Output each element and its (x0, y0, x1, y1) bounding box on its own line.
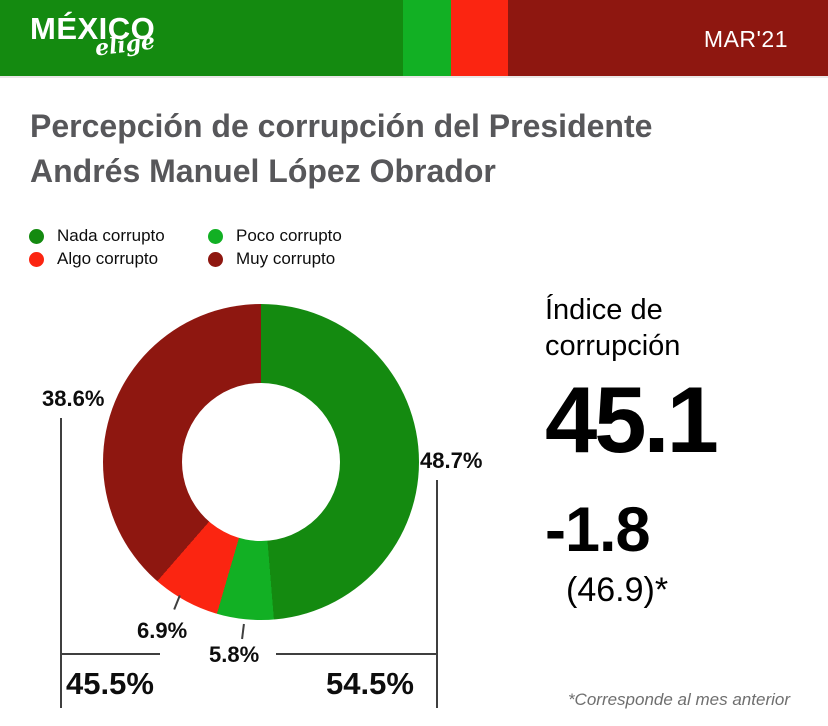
legend-label: Nada corrupto (57, 226, 165, 245)
header-bar-segment-nada-corrupto (0, 0, 404, 76)
legend-dot (29, 251, 44, 267)
page-title: Percepción de corrupción del Presidente … (30, 104, 652, 194)
slice-label-algo-corrupto: 6.9% (137, 618, 188, 643)
header-bar-segment-muy-corrupto (508, 0, 828, 76)
index-heading-line1: Índice de (545, 294, 663, 326)
bracket-line-left (60, 418, 62, 708)
legend-label: Poco corrupto (236, 226, 342, 245)
donut-hole (182, 383, 340, 541)
index-heading-line2: corrupción (545, 330, 681, 362)
group-total-negative: 45.5% (66, 666, 154, 701)
legend-item-muy: Muy corrupto (208, 249, 342, 269)
index-change: -1.8 (545, 495, 651, 565)
group-total-positive: 54.5% (326, 666, 414, 701)
logo-main-text: MÉXICO (30, 11, 156, 46)
bracket-line-bottom-right (276, 653, 438, 655)
slice-label-muy-corrupto: 38.6% (42, 386, 105, 411)
slice-label-poco-corrupto: 5.8% (209, 642, 260, 667)
header-bar-segment-poco-corrupto (403, 0, 452, 76)
corruption-index-panel: Índice de corrupción 45.1 -1.8 (46.9)* (545, 292, 719, 610)
legend-item-poco: Poco corrupto (208, 226, 342, 246)
header-color-bar (0, 0, 828, 76)
date-label: MAR'21 (703, 26, 788, 52)
page-title-line2: Andrés Manuel López Obrador (30, 153, 496, 189)
index-previous-value: (46.9)* (566, 571, 669, 609)
legend-dot (29, 228, 44, 244)
donut-chart (103, 304, 419, 620)
slice-label-nada-corrupto: 48.7% (420, 448, 483, 473)
legend-item-algo: Algo corrupto (29, 249, 208, 269)
legend-label: Algo corrupto (57, 249, 159, 268)
bracket-line-bottom-left (60, 653, 160, 655)
index-heading: Índice de corrupción (545, 292, 716, 364)
header-bar: MÉXICO elige MAR'21 (0, 0, 828, 78)
legend-dot (208, 251, 223, 267)
legend: Nada corrupto Poco corrupto Algo corrupt… (29, 226, 342, 269)
page-title-line1: Percepción de corrupción del Presidente (30, 108, 653, 144)
footnote: *Corresponde al mes anterior (567, 690, 790, 709)
leader-tick-poco (241, 623, 245, 640)
legend-dot (208, 228, 223, 244)
legend-item-nada: Nada corrupto (29, 226, 208, 246)
header-bar-segment-algo-corrupto (451, 0, 509, 76)
legend-label: Muy corrupto (236, 249, 336, 268)
bracket-line-right (436, 480, 438, 708)
mexico-elige-logo: MÉXICO elige (30, 11, 156, 62)
index-value: 45.1 (545, 367, 719, 472)
